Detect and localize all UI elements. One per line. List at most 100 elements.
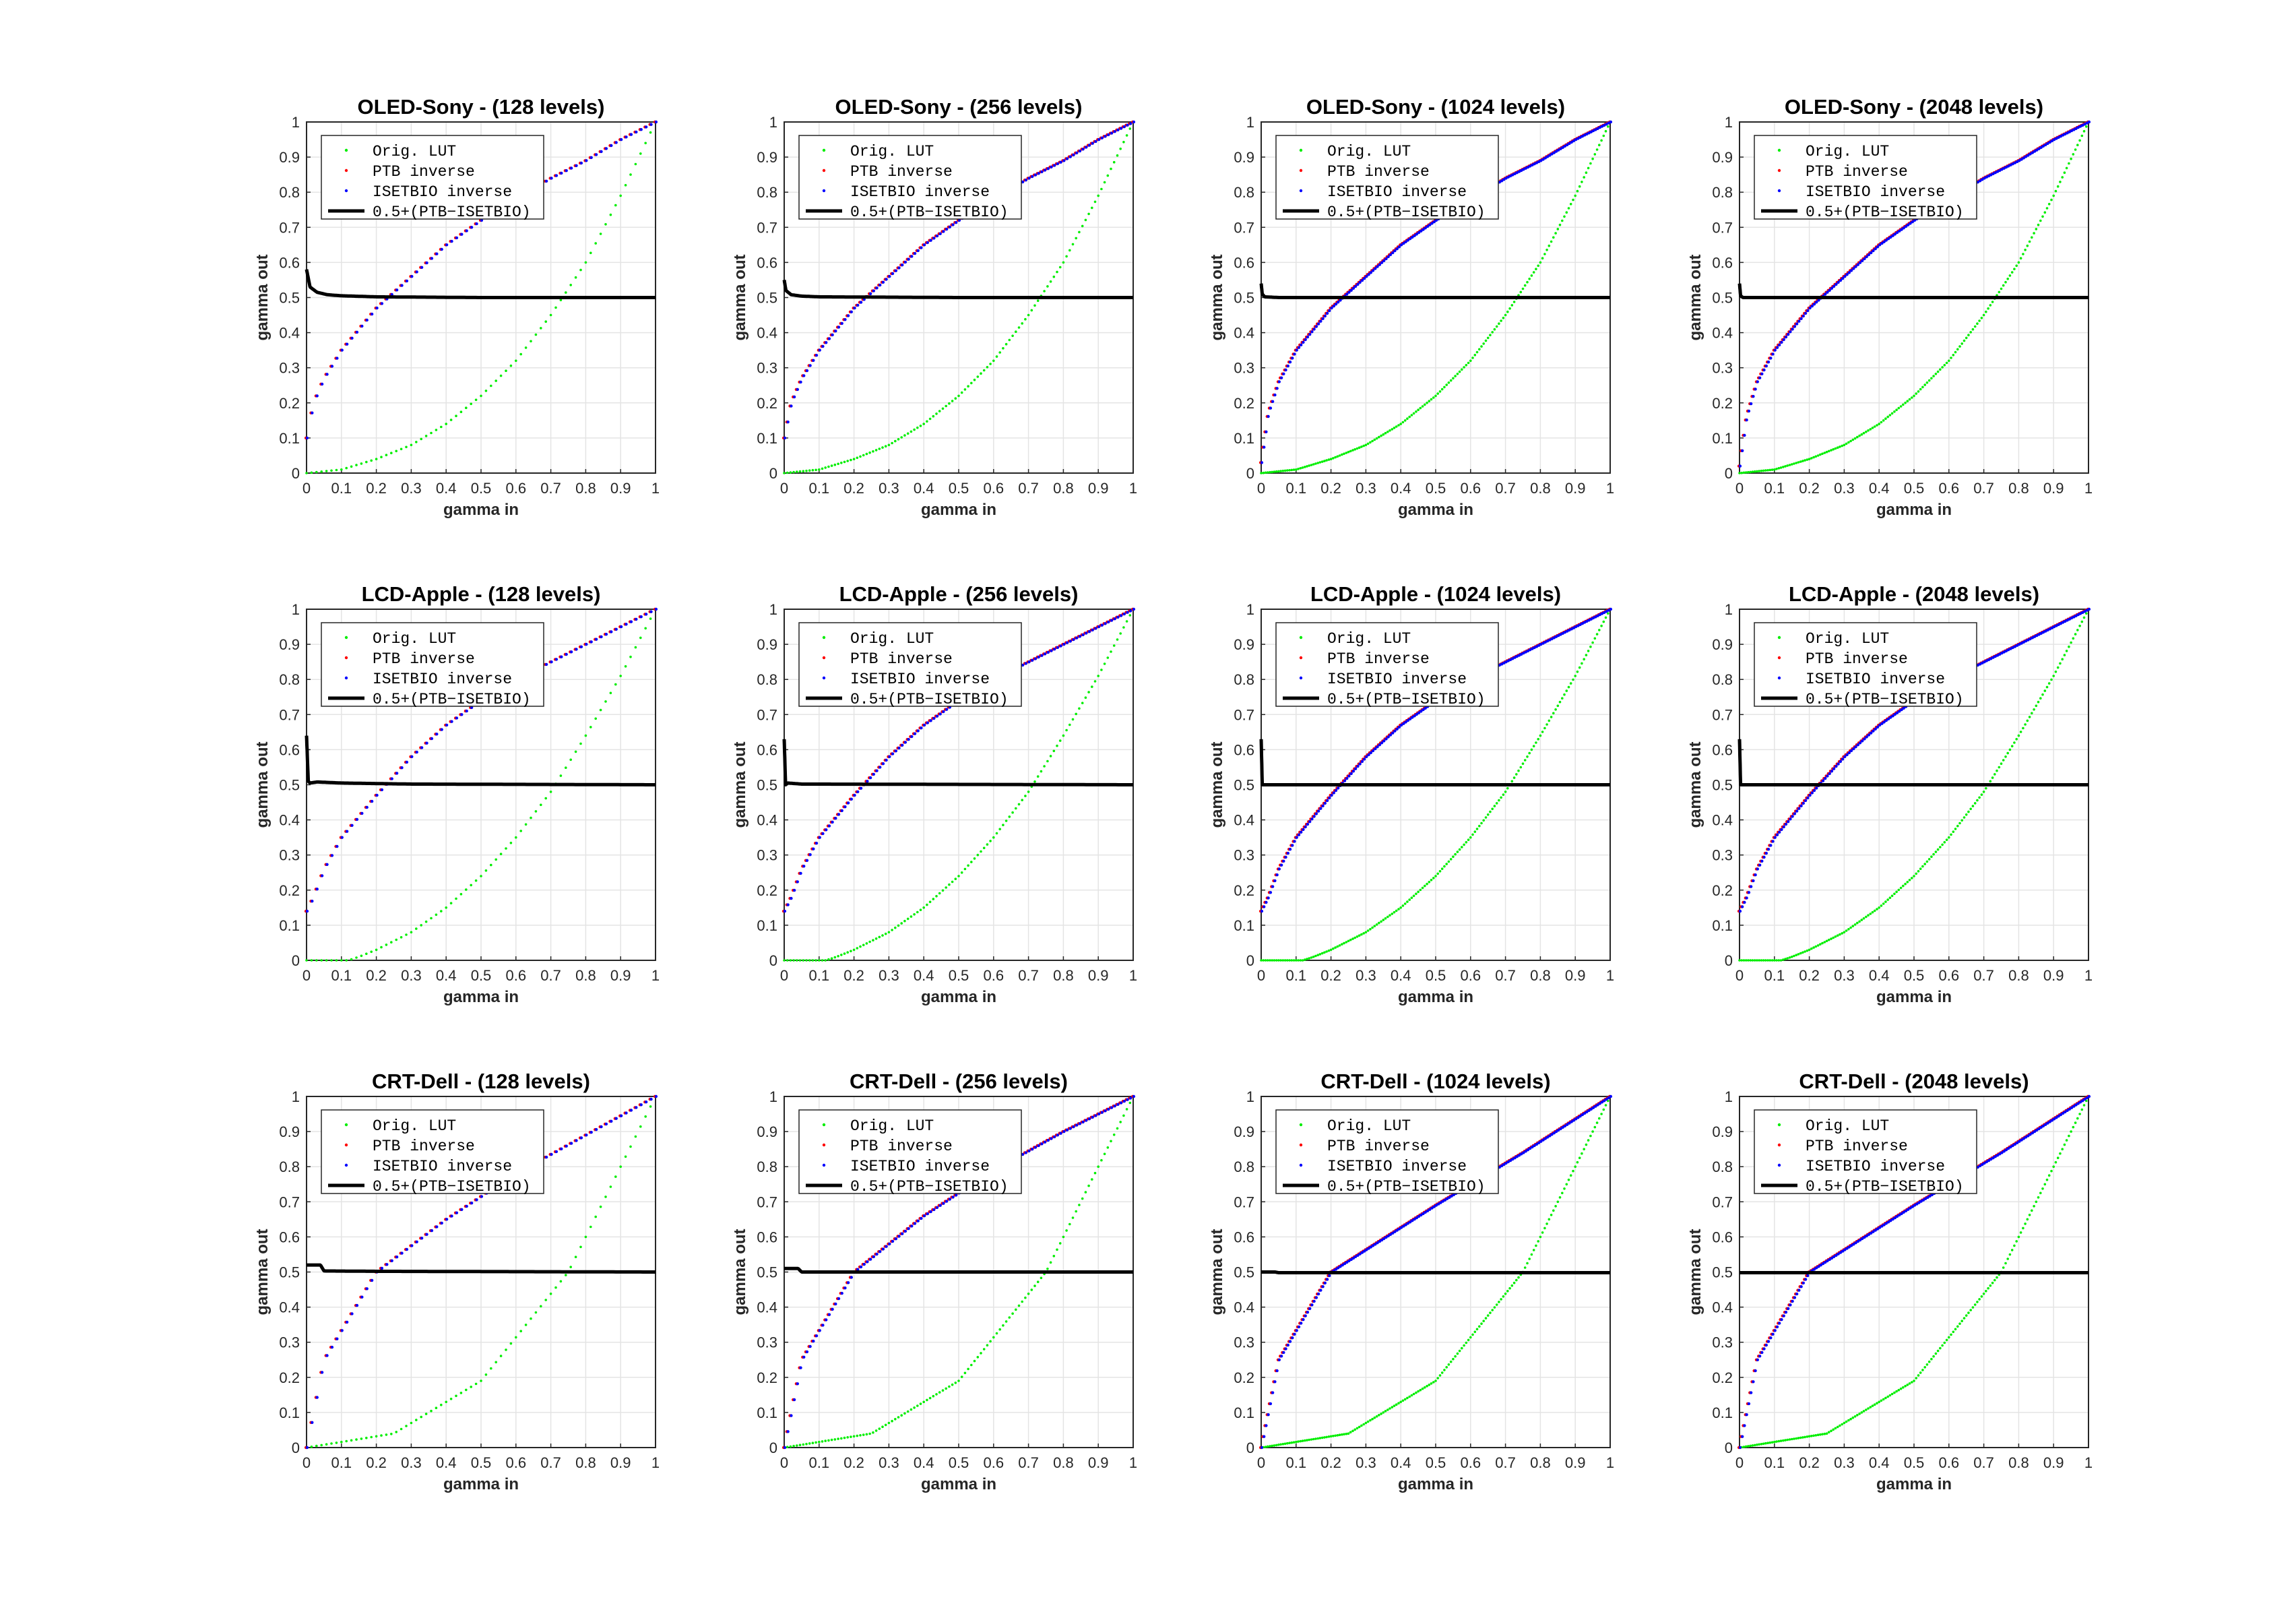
data-point <box>2054 671 2058 673</box>
data-point <box>1273 470 1276 473</box>
data-point <box>897 924 900 927</box>
data-point <box>311 1421 314 1424</box>
data-point <box>1539 642 1543 646</box>
x-tick-label: 1 <box>1606 480 1614 497</box>
data-point <box>1353 1255 1358 1259</box>
data-point <box>1422 1212 1425 1216</box>
data-point <box>1878 243 1882 247</box>
data-point <box>1426 402 1428 404</box>
data-point <box>922 723 926 727</box>
data-point <box>1572 139 1576 143</box>
data-point <box>1318 953 1322 956</box>
data-point <box>639 1103 643 1107</box>
data-point <box>639 128 643 131</box>
data-point <box>1775 468 1778 470</box>
data-point <box>1295 959 1298 962</box>
data-point <box>1443 865 1446 868</box>
data-point <box>1836 934 1839 937</box>
data-point <box>1787 333 1790 336</box>
data-point <box>1330 306 1333 310</box>
data-point <box>1036 299 1040 303</box>
data-point <box>1452 377 1455 380</box>
data-point <box>1823 452 1826 454</box>
y-tick-label: 0.3 <box>757 360 777 377</box>
data-point <box>1862 431 1865 435</box>
y-tick-label: 0.4 <box>757 812 777 829</box>
data-point <box>1347 774 1351 778</box>
data-point <box>1328 309 1331 313</box>
data-point <box>2052 625 2056 629</box>
data-point <box>1283 469 1287 472</box>
data-point <box>1445 1197 1449 1200</box>
data-point <box>1081 148 1085 151</box>
data-point <box>2022 253 2024 255</box>
data-point <box>1417 890 1420 894</box>
x-tick-label: 0.6 <box>506 1454 527 1471</box>
data-point <box>1889 716 1892 719</box>
data-point <box>2052 675 2055 677</box>
data-point <box>1004 1320 1008 1323</box>
x-tick-label: 0.5 <box>471 967 492 984</box>
data-point <box>827 1313 831 1316</box>
data-point <box>1603 123 1606 127</box>
data-point <box>910 735 914 739</box>
data-point <box>1424 1210 1427 1214</box>
data-point <box>1438 870 1442 873</box>
data-point <box>1062 1129 1066 1134</box>
x-axis-label: gamma in <box>1398 1475 1473 1493</box>
data-point <box>1391 251 1395 255</box>
data-point <box>1532 271 1535 274</box>
data-point <box>1037 655 1040 659</box>
data-point <box>1356 935 1359 938</box>
data-point <box>1397 725 1401 729</box>
y-tick-label: 0 <box>1246 952 1254 969</box>
data-point <box>1266 959 1269 962</box>
data-point <box>1906 881 1909 884</box>
data-point <box>1349 938 1352 941</box>
data-point <box>1395 909 1398 912</box>
data-point <box>1373 438 1376 441</box>
y-axis-label: gamma out <box>1208 254 1226 340</box>
data-point <box>894 926 897 929</box>
data-point <box>1420 229 1423 232</box>
data-point <box>1078 1122 1082 1125</box>
data-point <box>1789 330 1792 334</box>
data-point <box>1906 400 1909 402</box>
data-point <box>1126 1098 1129 1101</box>
data-point <box>1471 356 1474 359</box>
x-tick-label: 0.9 <box>1088 480 1109 497</box>
data-point <box>1432 220 1436 224</box>
data-point <box>1310 1438 1313 1441</box>
data-point <box>815 1441 817 1444</box>
data-point <box>1458 848 1461 851</box>
data-point <box>569 284 572 286</box>
data-point <box>1292 468 1296 471</box>
data-point <box>1591 129 1595 133</box>
data-point <box>1473 830 1477 833</box>
data-point <box>1824 292 1827 296</box>
data-point <box>1072 1125 1075 1129</box>
data-point <box>907 257 910 261</box>
data-point <box>1015 1308 1017 1311</box>
data-point <box>1591 641 1594 644</box>
data-point <box>1306 335 1310 339</box>
data-point <box>1056 744 1058 747</box>
data-point <box>1334 1434 1337 1437</box>
data-point <box>1273 1380 1277 1384</box>
data-point <box>1987 307 1989 310</box>
data-point <box>565 1274 567 1276</box>
y-tick-label: 0.2 <box>1712 395 1733 412</box>
data-point <box>345 466 348 470</box>
data-point <box>805 1442 808 1446</box>
data-point <box>1799 804 1803 808</box>
legend-entry: ISETBIO inverse <box>1806 671 1945 688</box>
data-point <box>1341 453 1343 456</box>
data-point <box>1500 319 1502 322</box>
x-tick-label: 0 <box>1735 967 1744 984</box>
data-point <box>1587 1139 1590 1142</box>
x-tick-label: 0.6 <box>1939 967 1960 984</box>
data-point <box>594 1215 597 1218</box>
x-tick-label: 0 <box>780 480 788 497</box>
